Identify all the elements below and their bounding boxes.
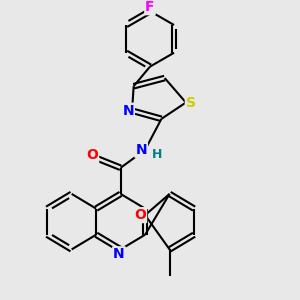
Text: N: N bbox=[135, 143, 147, 157]
Text: O: O bbox=[86, 148, 98, 162]
Text: H: H bbox=[152, 148, 163, 161]
Text: S: S bbox=[186, 95, 196, 110]
Text: N: N bbox=[113, 247, 125, 261]
Text: N: N bbox=[122, 104, 134, 118]
Text: F: F bbox=[145, 0, 155, 14]
Text: O: O bbox=[134, 208, 146, 222]
